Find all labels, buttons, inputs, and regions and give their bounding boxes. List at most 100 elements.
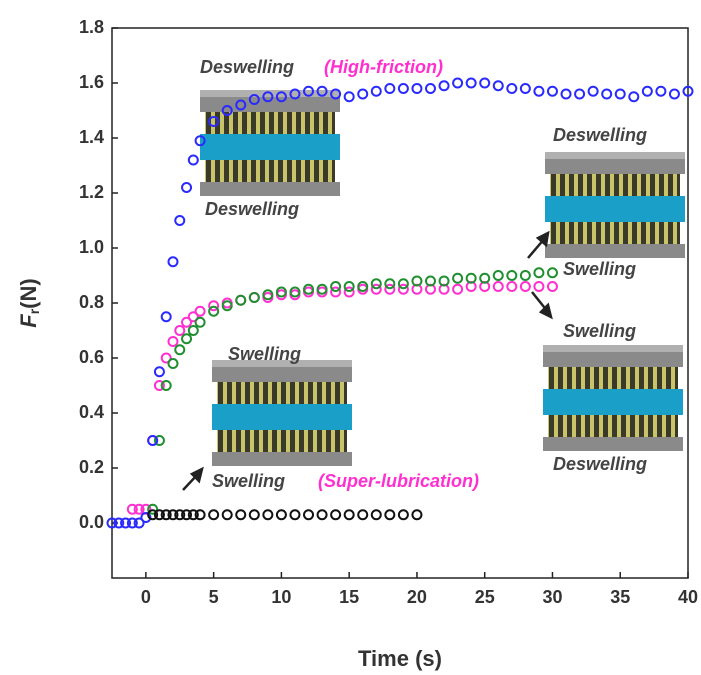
marker [385, 84, 394, 93]
marker [168, 337, 177, 346]
marker [467, 79, 476, 88]
marker [175, 216, 184, 225]
y-tick-label: 1.2 [79, 182, 104, 202]
marker [189, 156, 198, 165]
marker [358, 90, 367, 99]
marker [589, 87, 598, 96]
marker [345, 92, 354, 101]
y-tick-label: 0.0 [79, 512, 104, 532]
y-tick-label: 1.4 [79, 127, 104, 147]
marker [629, 92, 638, 101]
marker [453, 285, 462, 294]
marker [534, 87, 543, 96]
y-tick-label: 0.8 [79, 292, 104, 312]
marker [385, 510, 394, 519]
y-tick-label: 1.6 [79, 72, 104, 92]
annotation: Swelling [563, 259, 636, 279]
y-tick-label: 0.4 [79, 402, 104, 422]
annotation: Swelling [563, 321, 636, 341]
marker [534, 268, 543, 277]
marker [223, 510, 232, 519]
plot-frame [112, 28, 688, 578]
annotation: Deswelling [205, 199, 299, 219]
y-tick-label: 1.8 [79, 17, 104, 37]
annotation: (Super-lubrication) [318, 471, 479, 491]
annotation: (High-friction) [324, 57, 443, 77]
marker [494, 81, 503, 90]
marker [182, 183, 191, 192]
marker [358, 510, 367, 519]
annotation: Deswelling [553, 125, 647, 145]
marker [494, 282, 503, 291]
marker [399, 84, 408, 93]
marker [162, 312, 171, 321]
marker [372, 510, 381, 519]
x-tick-label: 40 [678, 587, 698, 607]
marker [182, 334, 191, 343]
marker [331, 510, 340, 519]
marker [453, 79, 462, 88]
schematic [545, 152, 685, 258]
x-tick-label: 0 [141, 587, 151, 607]
marker [189, 326, 198, 335]
marker [263, 510, 272, 519]
annotation: Swelling [212, 471, 285, 491]
marker [494, 271, 503, 280]
marker [196, 318, 205, 327]
marker [575, 90, 584, 99]
x-tick-label: 20 [407, 587, 427, 607]
x-tick-label: 35 [610, 587, 630, 607]
x-tick-label: 30 [542, 587, 562, 607]
marker [209, 510, 218, 519]
y-tick-label: 1.0 [79, 237, 104, 257]
marker [507, 282, 516, 291]
marker [548, 282, 557, 291]
marker [196, 307, 205, 316]
marker [602, 90, 611, 99]
marker [643, 87, 652, 96]
x-tick-label: 10 [271, 587, 291, 607]
marker [399, 510, 408, 519]
marker [290, 510, 299, 519]
marker [318, 510, 327, 519]
annotation: Swelling [228, 344, 301, 364]
marker [480, 79, 489, 88]
marker [168, 359, 177, 368]
y-label-part: (N) [16, 278, 41, 309]
marker [345, 510, 354, 519]
marker [453, 274, 462, 283]
schematic [543, 345, 683, 451]
schematic [200, 90, 340, 196]
schematic [212, 360, 352, 466]
x-tick-label: 5 [209, 587, 219, 607]
marker [534, 282, 543, 291]
marker [507, 84, 516, 93]
marker [521, 84, 530, 93]
y-label-part: F [16, 314, 41, 328]
series [148, 510, 421, 519]
x-tick-label: 15 [339, 587, 359, 607]
marker [507, 271, 516, 280]
marker [440, 81, 449, 90]
chart: Time (s) Fr(N) 0.00.20.40.60.81.01.21.41… [0, 0, 701, 675]
marker [277, 510, 286, 519]
marker [548, 87, 557, 96]
y-axis-label: Fr(N) [16, 278, 42, 327]
marker [670, 90, 679, 99]
annotation: Deswelling [553, 454, 647, 474]
marker [168, 257, 177, 266]
marker [412, 84, 421, 93]
x-tick-label: 25 [475, 587, 495, 607]
marker [616, 90, 625, 99]
marker [562, 90, 571, 99]
marker [412, 510, 421, 519]
marker [250, 510, 259, 519]
marker [236, 296, 245, 305]
marker [304, 510, 313, 519]
marker [372, 87, 381, 96]
marker [426, 84, 435, 93]
marker [521, 282, 530, 291]
annotation: Deswelling [200, 57, 294, 77]
marker [521, 271, 530, 280]
marker [236, 510, 245, 519]
